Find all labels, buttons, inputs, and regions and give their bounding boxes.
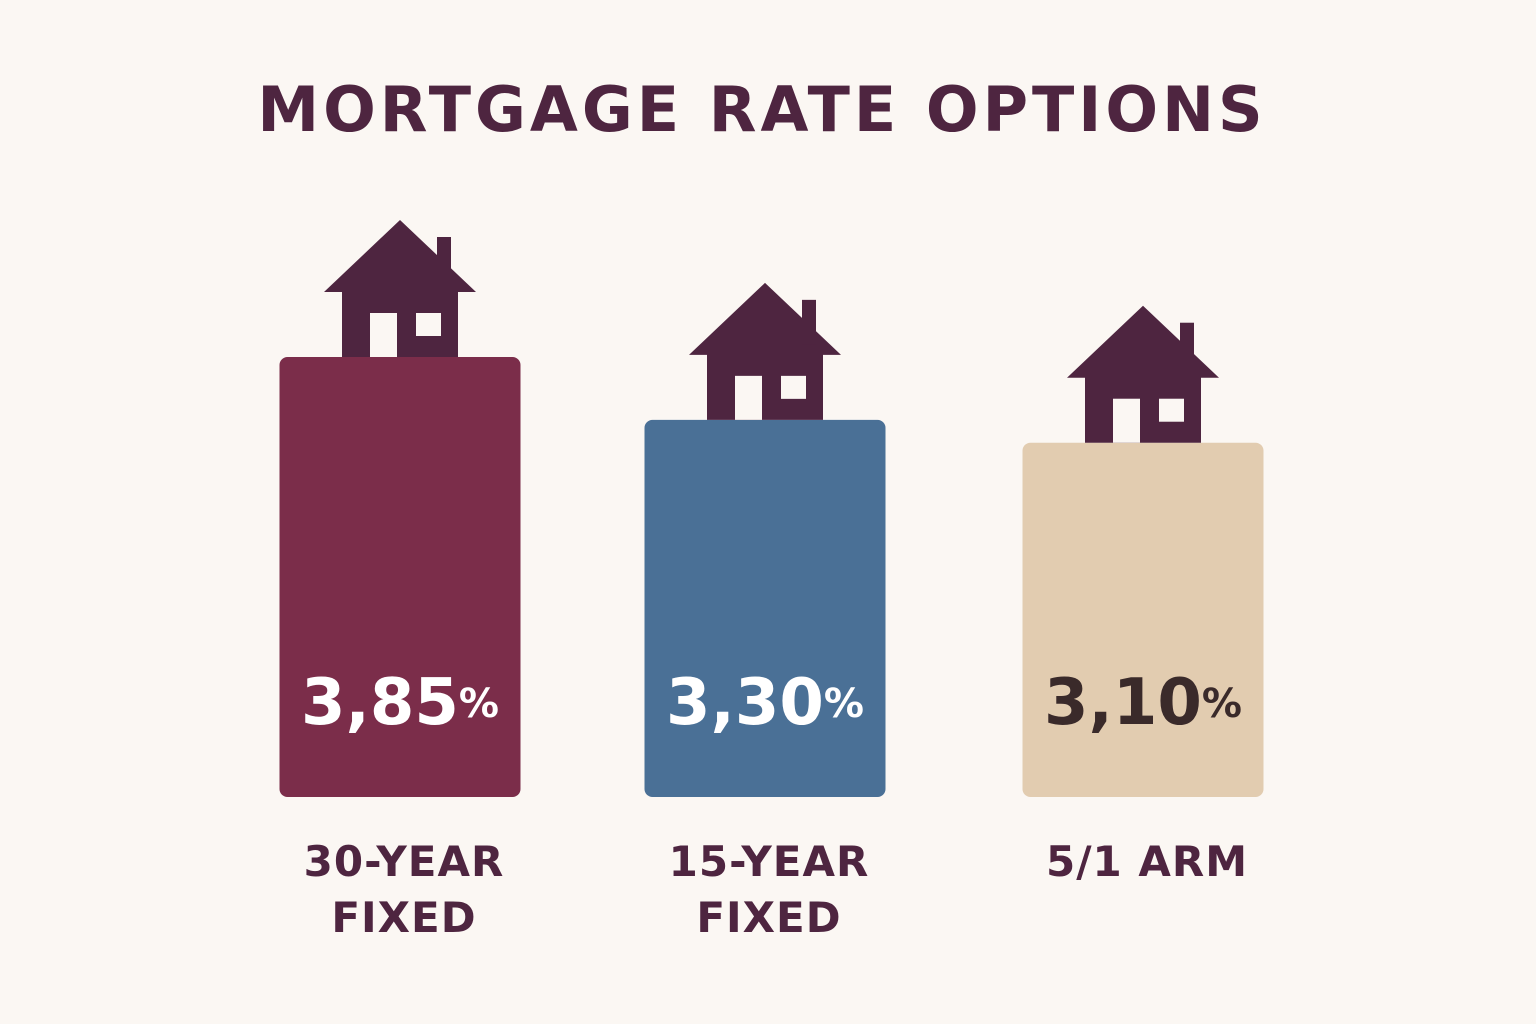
- house-chimney: [1180, 322, 1194, 368]
- house-roof: [324, 220, 476, 357]
- house-roof: [1067, 305, 1219, 443]
- value-label: 3,85%: [301, 666, 499, 740]
- house-chimney: [437, 237, 451, 282]
- house-roof: [689, 282, 841, 420]
- house-window: [416, 313, 441, 336]
- bar: [644, 419, 886, 797]
- house-chimney: [802, 299, 816, 345]
- bar: [1022, 442, 1264, 797]
- value-label: 3,30%: [666, 666, 864, 740]
- house-door: [735, 375, 762, 420]
- house-door: [1113, 398, 1140, 443]
- house-icon: [689, 282, 841, 420]
- category-label: 5/1 ARM: [1045, 837, 1249, 886]
- house-door: [370, 313, 397, 357]
- value-label: 3,10%: [1044, 666, 1242, 740]
- house-window: [781, 375, 806, 399]
- category-label: 30-YEAR FIXED: [303, 837, 505, 942]
- house-window: [1159, 398, 1184, 422]
- category-label: 15-YEAR FIXED: [668, 837, 870, 942]
- house-icon: [1067, 305, 1219, 443]
- bar: [279, 357, 521, 797]
- chart-title: MORTGAGE RATE OPTIONS: [257, 73, 1266, 146]
- house-icon: [324, 220, 476, 357]
